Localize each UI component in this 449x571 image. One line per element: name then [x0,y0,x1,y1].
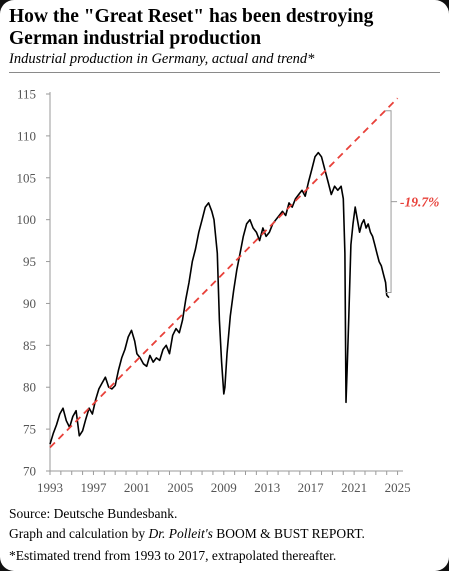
x-tick-label: 2001 [124,480,150,495]
y-tick-label: 90 [23,296,36,311]
series-layer [49,97,399,449]
gap-annotation-label: -19.7% [400,195,439,210]
source-note: Source: Deutsche Bundesbank. [9,506,178,521]
x-tick-label: 1997 [80,480,107,495]
x-tick-label: 2009 [211,480,237,495]
credit-note: Graph and calculation by Dr. Polleit's B… [9,526,365,542]
annotation-layer: -19.7% [385,110,439,294]
trend-line [49,97,399,449]
x-tick-label: 2013 [254,480,280,495]
trend-footnote: *Estimated trend from 1993 to 2017, extr… [9,548,337,563]
x-tick-label: 2017 [298,480,325,495]
credit-prefix: Graph and calculation by [9,526,149,541]
credit-author: Dr. Polleit's [148,526,213,541]
chart-title-line-2: German industrial production [9,28,262,49]
y-tick-label: 115 [17,87,36,102]
x-tick-label: 2005 [167,480,193,495]
x-tick-labels: 1993 1997 2001 2005 2009 2013 2017 2021 2025 [37,480,411,495]
chart-subtitle: Industrial production in Germany, actual… [9,51,315,67]
y-tick-label: 95 [23,254,36,269]
y-tick-labels: 70 75 80 85 90 95 100 105 110 115 [17,87,37,479]
x-tick-label: 2021 [341,480,367,495]
gap-bracket [385,110,392,294]
y-tick-label: 70 [23,464,36,479]
y-tick-label: 85 [23,338,36,353]
y-tick-label: 105 [17,170,37,185]
credit-suffix: BOOM & BUST REPORT. [212,526,365,541]
actual-production-line [49,151,390,445]
x-tick-label: 1993 [37,480,63,495]
title-divider [9,72,440,73]
y-tick-label: 110 [17,128,36,143]
chart-title: How the "Great Reset" has been destroyin… [9,6,439,50]
y-tick-label: 80 [23,380,36,395]
y-tick-label: 100 [17,212,37,227]
y-tick-label: 75 [23,422,36,437]
chart-title-line-1: How the "Great Reset" has been destroyin… [9,6,374,27]
chart-axes [46,92,403,475]
x-tick-label: 2025 [385,480,411,495]
